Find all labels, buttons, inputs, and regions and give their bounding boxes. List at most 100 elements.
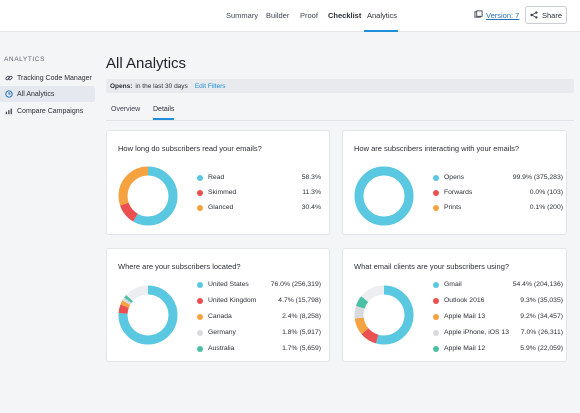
legend-row: Apple Mail 13 9.2% (34,457) xyxy=(433,313,563,323)
share-button[interactable]: Share xyxy=(525,6,567,24)
legend-value: 9.3% (35,035) xyxy=(520,297,563,304)
legend-value: 0.0% (103) xyxy=(529,189,563,196)
legend-swatch xyxy=(433,282,439,288)
tab-analytics[interactable]: Analytics xyxy=(367,11,398,20)
legend-label: United Kingdom xyxy=(208,297,257,304)
legend-row: Read 58.3% xyxy=(197,174,321,184)
donut-slice xyxy=(354,166,414,226)
card-email-clients: What email clients are your subscribers … xyxy=(342,248,567,362)
clock-icon xyxy=(5,90,13,98)
legend-swatch xyxy=(433,346,439,352)
sidebar: ANALYTICS Tracking Code Manager All Anal… xyxy=(0,32,96,413)
sidebar-item-label: Compare Campaigns xyxy=(17,107,84,115)
legend-label: United States xyxy=(208,281,249,288)
tab-builder[interactable]: Builder xyxy=(266,11,290,20)
legend-swatch xyxy=(197,314,203,320)
legend-swatch xyxy=(433,175,439,181)
legend-swatch xyxy=(197,298,203,304)
tab-checklist[interactable]: Checklist xyxy=(328,11,362,20)
legend-value: 7.0% (26,311) xyxy=(520,329,563,336)
legend-row: Apple iPhone, iOS 13 7.0% (26,311) xyxy=(433,329,563,339)
legend-value: 30.4% xyxy=(301,204,321,211)
legend-row: Germany 1.8% (5,917) xyxy=(197,329,321,339)
legend-value: 58.3% xyxy=(301,174,321,181)
card-title: How are subscribers interacting with you… xyxy=(354,144,520,153)
donut-slice xyxy=(354,285,414,345)
legend-swatch xyxy=(197,175,203,181)
sidebar-item-all-analytics[interactable]: All Analytics xyxy=(0,86,95,102)
page-title: All Analytics xyxy=(106,55,187,72)
sidebar-item-tracking-code-manager[interactable]: Tracking Code Manager xyxy=(0,70,95,86)
legend-value: 5.9% (22,059) xyxy=(520,345,563,352)
legend-swatch xyxy=(197,282,203,288)
legend-value: 76.0% (256,319) xyxy=(270,281,321,288)
legend-swatch xyxy=(433,205,439,211)
top-nav: Summary Builder Proof Checklist Analytic… xyxy=(0,0,580,32)
sidebar-item-label: Tracking Code Manager xyxy=(17,74,92,82)
legend-swatch xyxy=(197,346,203,352)
legend-value: 54.4% (204,136) xyxy=(512,281,563,288)
legend-row: Forwards 0.0% (103) xyxy=(433,189,563,199)
legend-swatch xyxy=(197,205,203,211)
legend-row: Skimmed 11.3% xyxy=(197,189,321,199)
legend-label: Opens xyxy=(444,174,465,181)
legend-row: Opens 99.9% (375,283) xyxy=(433,174,563,184)
legend-row: Australia 1.7% (5,659) xyxy=(197,345,321,355)
legend-value: 0.1% (200) xyxy=(529,204,563,211)
active-subtab-indicator xyxy=(153,118,174,120)
legend-value: 2.4% (8,258) xyxy=(282,313,321,320)
legend-swatch xyxy=(433,330,439,336)
legend-swatch xyxy=(197,330,203,336)
card-read-time: How long do subscribers read your emails… xyxy=(106,130,330,235)
version-link[interactable]: Version: 7 xyxy=(486,11,520,20)
donut-chart xyxy=(354,166,414,226)
legend-label: Gmail xyxy=(444,281,462,288)
tab-summary[interactable]: Summary xyxy=(226,11,259,20)
legend-row: Glanced 30.4% xyxy=(197,204,321,214)
legend-row: Apple Mail 12 5.9% (22,059) xyxy=(433,345,563,355)
donut-chart xyxy=(118,166,178,226)
legend-label: Prints xyxy=(444,204,462,211)
legend-row: Prints 0.1% (200) xyxy=(433,204,563,214)
filter-bar: Opens: in the last 30 days Edit Filters xyxy=(106,79,574,93)
legend-value: 1.7% (5,659) xyxy=(282,345,321,352)
card-title: Where are your subscribers located? xyxy=(118,262,241,271)
tab-overview[interactable]: Overview xyxy=(111,106,141,113)
donut-chart xyxy=(118,285,178,345)
legend-row: Gmail 54.4% (204,136) xyxy=(433,281,563,291)
donut-slice xyxy=(354,285,414,345)
legend-swatch xyxy=(197,190,203,196)
legend-value: 4.7% (15,798) xyxy=(278,297,321,304)
legend-swatch xyxy=(433,298,439,304)
sidebar-item-label: All Analytics xyxy=(17,90,55,98)
tab-proof[interactable]: Proof xyxy=(300,11,318,20)
link-icon xyxy=(5,75,13,81)
legend-label: Australia xyxy=(208,345,235,352)
legend-label: Apple iPhone, iOS 13 xyxy=(444,329,509,336)
card-title: How long do subscribers read your emails… xyxy=(118,144,262,153)
legend-value: 1.8% (5,917) xyxy=(282,329,321,336)
legend-swatch xyxy=(433,314,439,320)
legend-swatch xyxy=(433,190,439,196)
legend-row: Canada 2.4% (8,258) xyxy=(197,313,321,323)
legend-row: Outlook 2016 9.3% (35,035) xyxy=(433,297,563,307)
donut-chart xyxy=(354,285,414,345)
share-label: Share xyxy=(541,10,562,20)
card-locations: Where are your subscribers located? Unit… xyxy=(106,248,330,362)
card-interactions: How are subscribers interacting with you… xyxy=(342,130,567,235)
legend-label: Forwards xyxy=(444,189,473,196)
legend-row: United Kingdom 4.7% (15,798) xyxy=(197,297,321,307)
version-history-icon xyxy=(474,10,483,18)
filter-label: Opens: xyxy=(110,82,133,90)
subtab-divider xyxy=(106,120,574,121)
legend-label: Apple Mail 13 xyxy=(444,313,486,320)
donut-slice xyxy=(118,166,178,226)
edit-filters-link[interactable]: Edit Filters xyxy=(194,82,226,90)
legend-value: 99.9% (375,283) xyxy=(512,174,563,181)
legend-label: Outlook 2016 xyxy=(444,297,485,304)
legend-label: Glanced xyxy=(208,204,234,211)
tab-details[interactable]: Details xyxy=(153,106,175,113)
sidebar-heading: ANALYTICS xyxy=(4,56,46,63)
sidebar-item-compare-campaigns[interactable]: Compare Campaigns xyxy=(0,103,95,119)
legend-label: Canada xyxy=(208,313,232,320)
